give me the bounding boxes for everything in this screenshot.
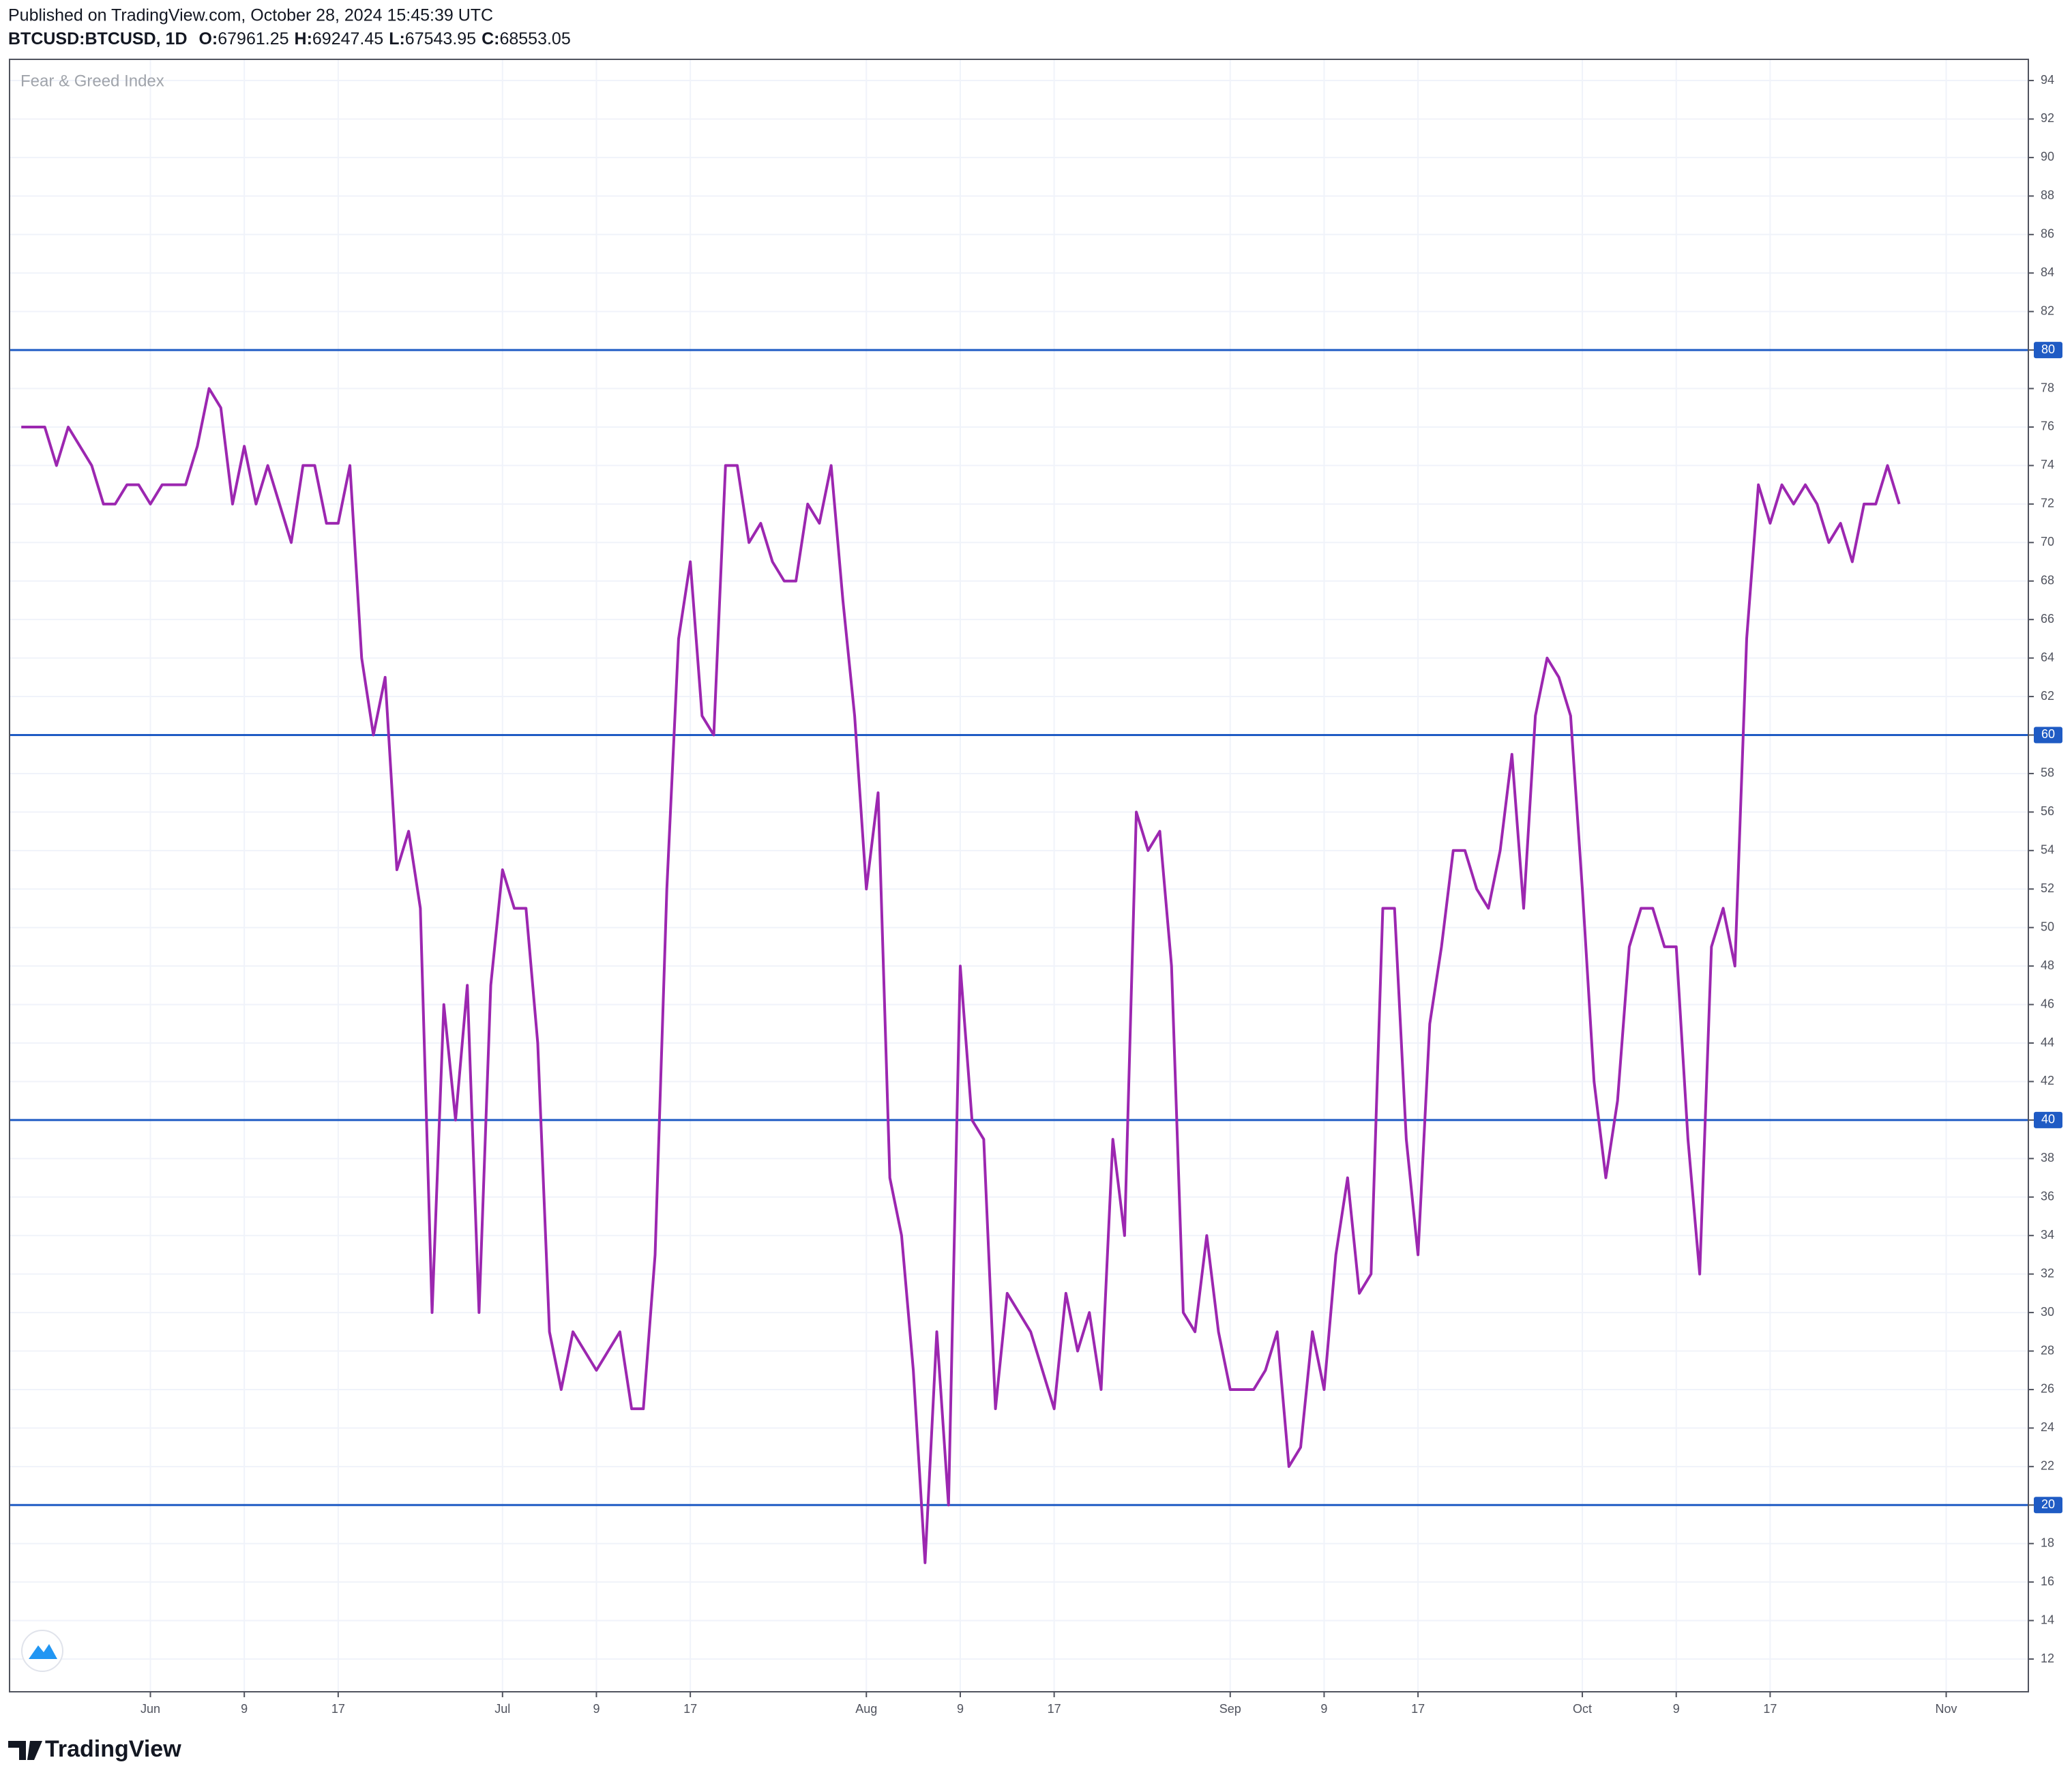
y-tick-label: 22 bbox=[2041, 1459, 2054, 1473]
legend-label: Fear & Greed Index bbox=[20, 72, 164, 90]
x-tick-label: Nov bbox=[1936, 1702, 1957, 1716]
x-tick-label: 17 bbox=[1763, 1702, 1777, 1716]
y-tick-label: 94 bbox=[2041, 73, 2054, 87]
x-tick-label: Jul bbox=[494, 1702, 510, 1716]
chart-logo bbox=[21, 1630, 63, 1672]
x-tick-label: 17 bbox=[1411, 1702, 1425, 1716]
brand-logo bbox=[8, 1741, 42, 1760]
x-tick-label: 9 bbox=[957, 1702, 964, 1716]
y-tick-label: 12 bbox=[2041, 1652, 2054, 1665]
reference-label-box bbox=[2034, 1497, 2062, 1514]
y-tick-label: 48 bbox=[2041, 958, 2054, 972]
x-tick-label: 17 bbox=[683, 1702, 697, 1716]
x-tick-label: Sep bbox=[1219, 1702, 1241, 1716]
y-tick-label: 38 bbox=[2041, 1151, 2054, 1164]
x-tick-label: 9 bbox=[1673, 1702, 1680, 1716]
x-tick-label: 17 bbox=[1048, 1702, 1061, 1716]
y-tick-label: 36 bbox=[2041, 1190, 2054, 1203]
y-tick-label: 18 bbox=[2041, 1536, 2054, 1549]
y-tick-label: 84 bbox=[2041, 265, 2054, 279]
symbol: BTCUSD:BTCUSD, 1D bbox=[8, 29, 188, 48]
frame bbox=[9, 59, 2029, 1692]
y-tick-label: 88 bbox=[2041, 188, 2054, 202]
ohlc-label: O: bbox=[198, 29, 218, 48]
reference-label: 60 bbox=[2041, 727, 2055, 741]
ohlc-label: H: bbox=[295, 29, 312, 48]
reference-label: 20 bbox=[2041, 1497, 2055, 1511]
reference-label-box bbox=[2034, 727, 2062, 744]
reference-label-box bbox=[2034, 1111, 2062, 1128]
y-tick-label: 56 bbox=[2041, 804, 2054, 818]
x-tick-label: 9 bbox=[1320, 1702, 1327, 1716]
reference-label: 80 bbox=[2041, 342, 2055, 356]
reference-label-box bbox=[2034, 342, 2062, 359]
y-tick-label: 92 bbox=[2041, 111, 2054, 125]
published: Published on TradingView.com, October 28… bbox=[8, 6, 493, 25]
x-tick-label: Oct bbox=[1573, 1702, 1592, 1716]
y-tick-label: 78 bbox=[2041, 381, 2054, 394]
y-tick-label: 28 bbox=[2041, 1343, 2054, 1357]
x-tick-label: Jun bbox=[140, 1702, 160, 1716]
y-tick-label: 62 bbox=[2041, 689, 2054, 703]
y-tick-label: 14 bbox=[2041, 1613, 2054, 1626]
y-tick-label: 66 bbox=[2041, 612, 2054, 626]
y-tick-label: 58 bbox=[2041, 766, 2054, 780]
y-tick-label: 24 bbox=[2041, 1420, 2054, 1434]
ohlc-label: L: bbox=[389, 29, 405, 48]
y-tick-label: 74 bbox=[2041, 458, 2054, 471]
y-tick-label: 16 bbox=[2041, 1574, 2054, 1588]
series-line bbox=[21, 387, 1901, 1564]
y-tick-label: 50 bbox=[2041, 920, 2054, 933]
y-tick-label: 54 bbox=[2041, 843, 2054, 857]
y-tick-label: 86 bbox=[2041, 227, 2054, 241]
y-tick-label: 26 bbox=[2041, 1382, 2054, 1396]
y-tick-label: 76 bbox=[2041, 420, 2054, 433]
y-tick-label: 70 bbox=[2041, 535, 2054, 548]
y-tick-label: 32 bbox=[2041, 1266, 2054, 1280]
y-tick-label: 44 bbox=[2041, 1036, 2054, 1049]
x-tick-label: 9 bbox=[241, 1702, 248, 1716]
symbol-line: BTCUSD:BTCUSD, 1D O:67961.25 H:69247.45 L:… bbox=[8, 29, 571, 48]
ohlc-value: 69247.45 bbox=[312, 29, 383, 48]
y-tick-label: 90 bbox=[2041, 150, 2054, 164]
x-tick-label: Aug bbox=[855, 1702, 877, 1716]
ohlc-value: 68553.05 bbox=[499, 29, 570, 48]
brand: TradingView bbox=[45, 1736, 181, 1762]
reference-label: 40 bbox=[2041, 1113, 2055, 1126]
y-tick-label: 52 bbox=[2041, 881, 2054, 895]
x-tick-label: 9 bbox=[593, 1702, 600, 1716]
ohlc-value: 67961.25 bbox=[218, 29, 288, 48]
y-tick-label: 68 bbox=[2041, 573, 2054, 587]
y-tick-label: 64 bbox=[2041, 650, 2054, 664]
y-tick-label: 72 bbox=[2041, 497, 2054, 510]
y-tick-label: 30 bbox=[2041, 1305, 2054, 1319]
ohlc-value: 67543.95 bbox=[405, 29, 476, 48]
plot-area bbox=[10, 59, 2028, 1692]
x-tick-label: 17 bbox=[331, 1702, 345, 1716]
y-tick-label: 42 bbox=[2041, 1074, 2054, 1087]
y-tick-label: 82 bbox=[2041, 304, 2054, 317]
y-tick-label: 46 bbox=[2041, 997, 2054, 1010]
ohlc-label: C: bbox=[482, 29, 499, 48]
y-tick-label: 34 bbox=[2041, 1228, 2054, 1242]
